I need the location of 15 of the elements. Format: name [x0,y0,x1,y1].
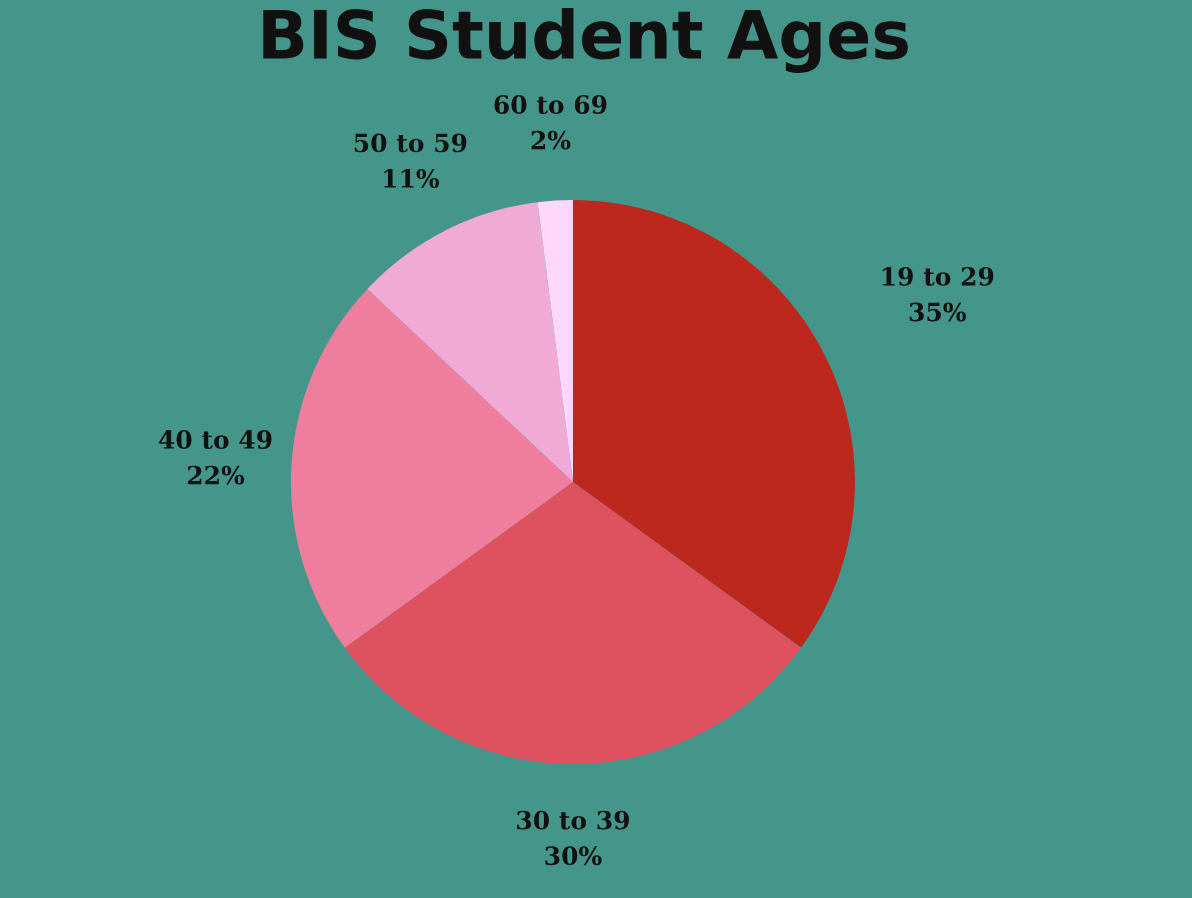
data-label: 22% [187,465,245,485]
pie-slice [290,288,573,648]
pie-slice [344,482,802,764]
data-label: 30% [545,846,602,866]
data-label: 2% [531,130,571,150]
slice-label: 30 to 39 [517,810,629,830]
slice-label: 40 to 49 [158,430,272,449]
slice-label: 60 to 69 [494,95,607,115]
pie-slice [572,200,855,648]
slice-label: 50 to 59 [354,133,467,153]
pie-slice [367,202,573,482]
slice-label: 19 to 29 [882,266,994,286]
chart-title: BIS Student Ages [263,7,908,73]
data-label: 11% [384,169,440,188]
data-label: 35% [909,302,966,322]
